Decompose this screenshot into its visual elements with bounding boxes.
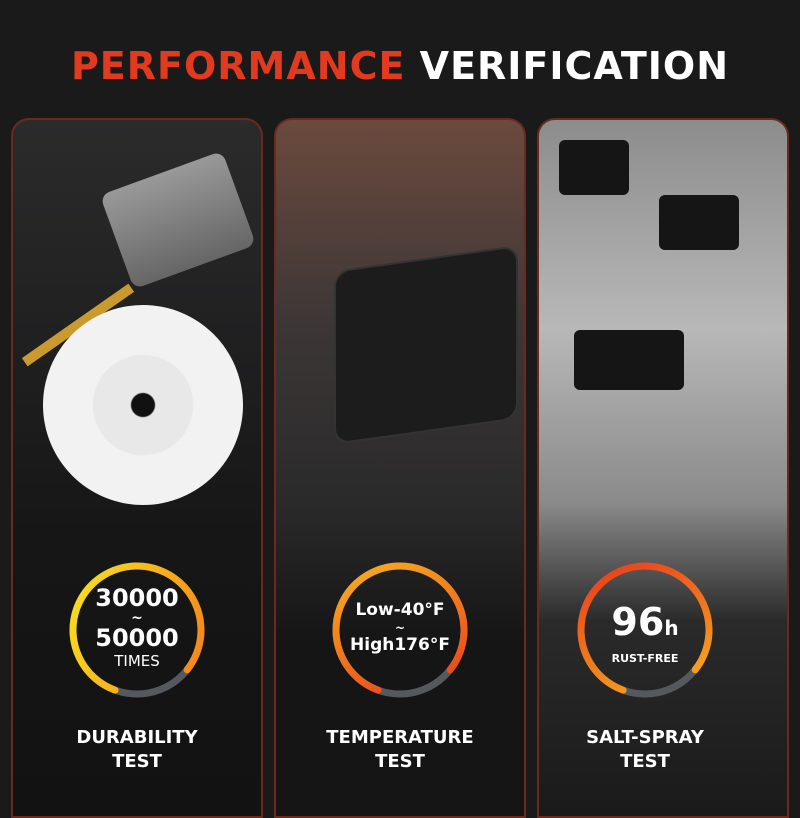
label-line: TEMPERATURE [326,727,474,748]
latch-image [574,330,684,390]
label-line: TEST [112,751,162,772]
gear-image [43,305,243,505]
value-unit: h [664,616,679,640]
label-line: DURABILITY [76,727,198,748]
title-accent: PERFORMANCE [70,44,406,88]
value-sub: RUST-FREE [611,652,679,665]
durability-value: 30000 ~ 50000 TIMES [67,585,207,671]
page-title: PERFORMANCE VERIFICATION [0,44,800,88]
durability-image-panel [11,118,263,818]
label-line: TEST [375,751,425,772]
value-low: Low-40°F [355,600,445,620]
value-max: 50000 [95,624,179,652]
temperature-value: Low-40°F ~ High176°F [330,600,470,656]
latch-image [559,140,629,195]
value-hours: 96 [611,600,665,644]
motor-image [99,150,257,290]
temperature-ring [332,562,468,698]
value-min: 30000 [95,584,179,612]
value-unit: TIMES [114,652,160,670]
latch-image [659,195,739,250]
salt-spray-value: 96h RUST-FREE [575,600,715,668]
temperature-label: TEMPERATURE TEST [300,726,500,774]
value-high: High176°F [350,635,450,655]
temperature-image-panel [274,118,526,818]
salt-spray-label: SALT-SPRAY TEST [545,726,745,774]
salt-spray-ring [577,562,713,698]
salt-spray-image-panel [537,118,789,818]
label-line: TEST [620,751,670,772]
durability-ring [69,562,205,698]
tilde: ~ [131,610,143,626]
actuator-image [336,247,516,443]
label-line: SALT-SPRAY [586,727,704,748]
title-main: VERIFICATION [419,44,730,88]
tilde: ~ [394,621,406,635]
durability-label: DURABILITY TEST [37,726,237,774]
